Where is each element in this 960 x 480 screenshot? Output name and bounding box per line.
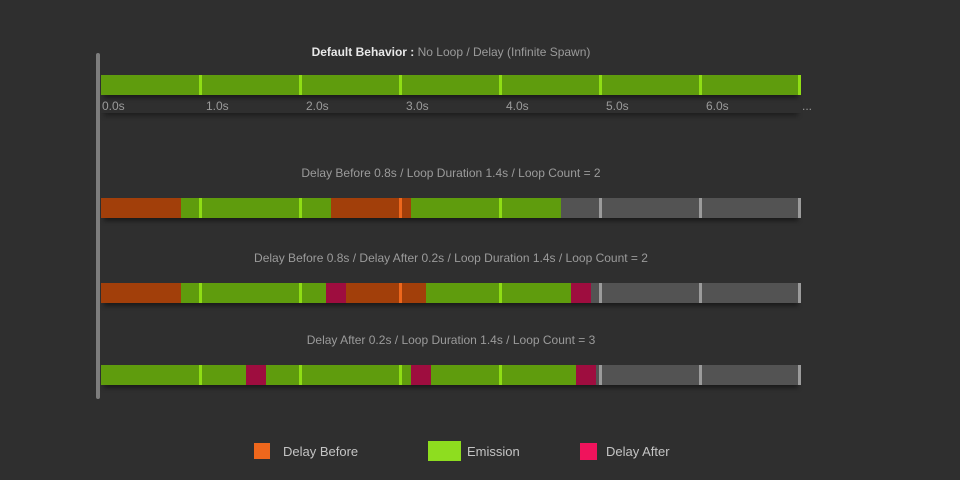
second-tick-4s [499,283,502,303]
segment-delay-after [246,365,266,385]
second-tick-4s [499,75,502,95]
second-tick-6s [699,198,702,218]
timeline-axis-line [96,53,100,399]
row-title-delay-before-after-loop: Delay Before 0.8s / Delay After 0.2s / L… [254,251,648,265]
second-tick-3s [399,75,402,95]
second-tick-1s [199,75,202,95]
second-tick-2s [299,283,302,303]
timeline-bar-delay-before-loop [101,198,801,218]
second-tick-5s [599,198,602,218]
second-tick-2s [299,198,302,218]
legend-swatch-emission [428,441,461,461]
segment-delay-after [326,283,346,303]
segment-delay-before [101,198,181,218]
segment-inactive [561,198,801,218]
second-tick-3s [399,365,402,385]
row-title-delay-before-loop: Delay Before 0.8s / Loop Duration 1.4s /… [301,166,601,180]
segment-delay-after [576,365,596,385]
segment-delay-after [571,283,591,303]
legend-label-delay-after: Delay After [606,444,670,459]
second-tick-5s [599,365,602,385]
time-axis-ellipsis: ... [802,99,813,113]
second-tick-6s [699,75,702,95]
second-tick-3s [399,198,402,218]
second-tick-1s [199,283,202,303]
segment-emission [426,283,571,303]
time-axis-shadow [101,96,801,113]
timeline-bar-delay-after-loop [101,365,801,385]
second-tick-7s [798,283,801,303]
segment-delay-before [331,198,411,218]
row-title-default-behavior-rest: No Loop / Delay (Infinite Spawn) [417,45,591,59]
segment-inactive [591,283,801,303]
second-tick-7s [798,75,801,95]
second-tick-2s [299,365,302,385]
segment-delay-before [101,283,181,303]
legend-label-delay-before: Delay Before [283,444,359,459]
segment-emission [101,75,801,95]
segment-emission [411,198,561,218]
timeline-bar-delay-before-after-loop [101,283,801,303]
segment-delay-after [411,365,431,385]
legend-swatch-delay-after [580,443,597,460]
legend-swatch-delay-before [254,443,270,459]
second-tick-7s [798,198,801,218]
second-tick-6s [699,283,702,303]
second-tick-5s [599,283,602,303]
row-title-delay-after-loop: Delay After 0.2s / Loop Duration 1.4s / … [306,333,596,347]
segment-emission [431,365,576,385]
second-tick-4s [499,198,502,218]
segment-emission [101,365,246,385]
segment-emission [266,365,411,385]
second-tick-7s [798,365,801,385]
second-tick-6s [699,365,702,385]
second-tick-1s [199,365,202,385]
legend-label-emission: Emission [467,444,520,459]
second-tick-4s [499,365,502,385]
row-title-default-behavior: Default Behavior : No Loop / Delay (Infi… [101,45,801,59]
row-title-default-behavior-strong: Default Behavior : [311,45,415,59]
segment-emission [181,198,331,218]
second-tick-2s [299,75,302,95]
second-tick-1s [199,198,202,218]
second-tick-5s [599,75,602,95]
timeline-bar-default-behavior [101,75,801,95]
segment-delay-before [346,283,426,303]
segment-emission [181,283,326,303]
second-tick-3s [399,283,402,303]
segment-inactive [596,365,801,385]
